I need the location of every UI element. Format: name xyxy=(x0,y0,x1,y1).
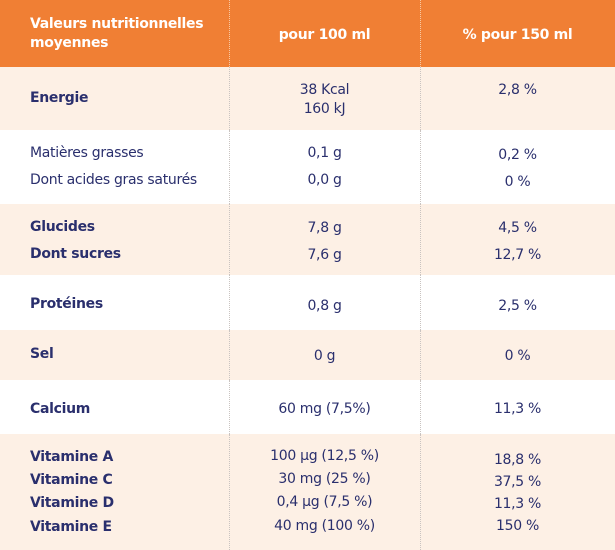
value-pct-150ml: 0 % xyxy=(504,348,531,364)
value-pct-150ml: 2,5 % xyxy=(498,298,537,314)
column-divider xyxy=(229,67,230,130)
column-divider xyxy=(229,0,230,67)
value-per-100ml: 7,6 g xyxy=(307,247,342,263)
column-divider xyxy=(420,275,421,330)
nutrient-label: Protéines xyxy=(30,296,103,312)
column-divider xyxy=(420,434,421,550)
column-divider xyxy=(420,130,421,204)
nutrient-label: Energie xyxy=(30,90,89,106)
value-per-100ml: 0,1 g xyxy=(307,145,342,161)
column-divider xyxy=(229,380,230,434)
nutrient-label: Vitamine D xyxy=(30,495,114,511)
nutrient-label: Glucides xyxy=(30,219,95,235)
value-per-100ml: 60 mg (7,5%) xyxy=(278,401,371,417)
value-per-100ml: 30 mg (25 %) xyxy=(278,471,371,487)
nutrient-label: Dont sucres xyxy=(30,246,121,262)
column-divider xyxy=(420,204,421,275)
table-row-proteines: Protéines 0,8 g 2,5 % xyxy=(0,275,615,330)
header-pct-150ml: % pour 150 ml xyxy=(462,27,573,43)
value-pct-150ml: 11,3 % xyxy=(493,401,542,417)
value-pct-150ml: 0,2 % xyxy=(498,147,537,163)
value-pct-150ml: 0 % xyxy=(504,174,531,190)
column-divider xyxy=(229,330,230,380)
value-per-100ml: 0,0 g xyxy=(307,172,342,188)
table-row-calcium: Calcium 60 mg (7,5%) 11,3 % xyxy=(0,380,615,434)
value-per-100ml: 0,8 g xyxy=(307,298,342,314)
nutrient-label: Vitamine E xyxy=(30,519,112,535)
nutrient-label: Vitamine A xyxy=(30,449,114,465)
nutrient-label: Dont acides gras saturés xyxy=(30,172,197,188)
column-divider xyxy=(229,130,230,204)
value-pct-150ml: 4,5 % xyxy=(498,220,537,236)
value-pct-150ml: 150 % xyxy=(496,518,539,534)
value-per-100ml: 40 mg (100 %) xyxy=(274,518,375,534)
table-row-energie: Energie 38 Kcal 160 kJ 2,8 % xyxy=(0,67,615,130)
value-per-100ml: 38 Kcal xyxy=(299,82,350,98)
column-divider xyxy=(420,380,421,434)
column-divider xyxy=(420,67,421,130)
value-per-100ml: 0 g xyxy=(313,348,336,364)
value-pct-150ml: 2,8 % xyxy=(498,82,537,98)
header-per-100ml: pour 100 ml xyxy=(278,27,371,43)
nutrient-label: Sel xyxy=(30,346,54,362)
value-pct-150ml: 18,8 % xyxy=(493,452,542,468)
table-row-glucides: Glucides 7,8 g 4,5 % Dont sucres 7,6 g 1… xyxy=(0,204,615,275)
value-per-100ml: 0,4 µg (7,5 %) xyxy=(276,494,373,510)
table-row-lipides: Matières grasses 0,1 g 0,2 % Dont acides… xyxy=(0,130,615,204)
column-divider xyxy=(420,0,421,67)
value-per-100ml: 100 µg (12,5 %) xyxy=(270,448,379,464)
column-divider xyxy=(229,275,230,330)
value-pct-150ml: 37,5 % xyxy=(493,474,542,490)
column-divider xyxy=(229,204,230,275)
table-row-sel: Sel 0 g 0 % xyxy=(0,330,615,380)
nutrient-label: Vitamine C xyxy=(30,472,113,488)
column-divider xyxy=(420,330,421,380)
column-divider xyxy=(229,434,230,550)
nutrient-label: Calcium xyxy=(30,401,91,417)
value-per-100ml-kj: 160 kJ xyxy=(303,101,346,117)
nutrient-label: Matières grasses xyxy=(30,145,144,161)
table-header: Valeurs nutritionnelles moyennes pour 10… xyxy=(0,0,615,67)
value-per-100ml: 7,8 g xyxy=(307,220,342,236)
header-nutrient: Valeurs nutritionnelles moyennes xyxy=(30,16,204,51)
value-pct-150ml: 11,3 % xyxy=(493,496,542,512)
value-pct-150ml: 12,7 % xyxy=(493,247,542,263)
table-row-vitamines: Vitamine A 100 µg (12,5 %) 18,8 % Vitami… xyxy=(0,434,615,550)
